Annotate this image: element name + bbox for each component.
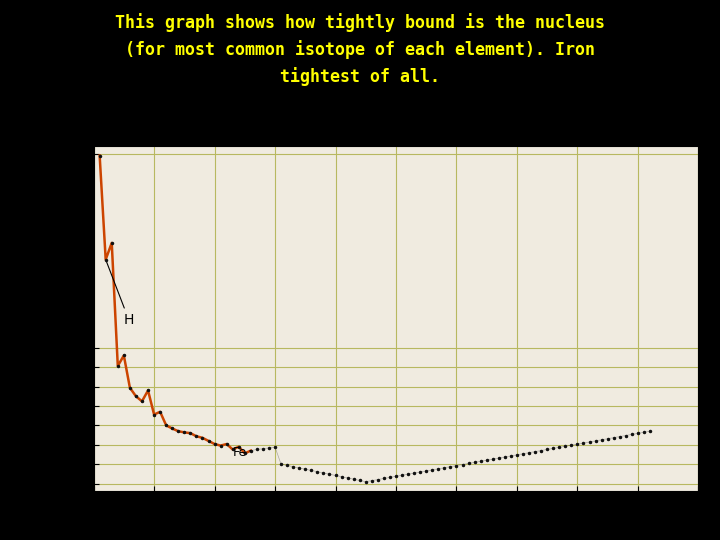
Text: (for most common isotope of each element). Iron: (for most common isotope of each element… — [125, 40, 595, 59]
Text: tightest of all.: tightest of all. — [280, 68, 440, 86]
Text: H: H — [107, 262, 134, 327]
Text: Fe: Fe — [233, 447, 251, 460]
X-axis label: Atomic number: Atomic number — [348, 515, 444, 528]
Y-axis label: Molar binding energy per nucleon, (kJ·mol⁻¹) × 10⁻⁷: Molar binding energy per nucleon, (kJ·mo… — [50, 174, 60, 463]
Text: This graph shows how tightly bound is the nucleus: This graph shows how tightly bound is th… — [115, 14, 605, 32]
